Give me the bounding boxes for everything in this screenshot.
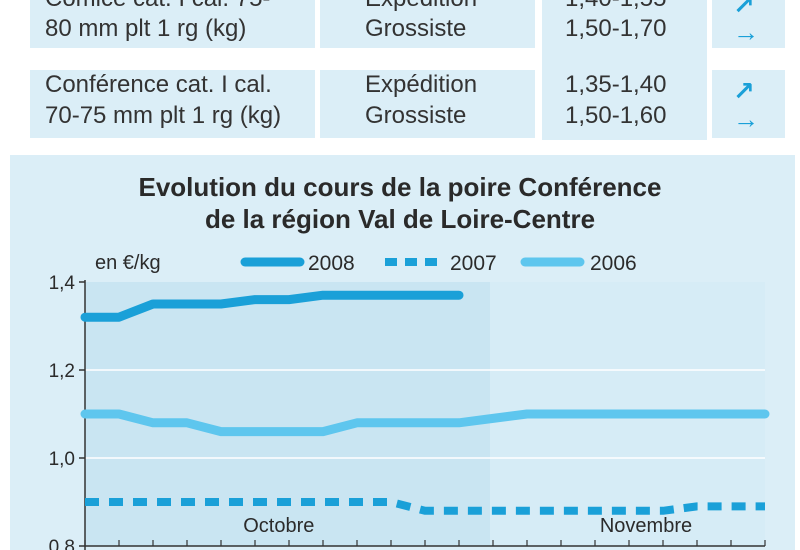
x-month-label: Octobre	[243, 515, 314, 537]
trend-cell	[712, 0, 785, 48]
gridlines	[85, 369, 765, 459]
stage-label: Grossiste	[365, 15, 467, 42]
legend-label-2006: 2006	[590, 252, 637, 275]
trend-flat-icon: →	[733, 17, 759, 47]
legend: 2008 2007 2006	[240, 252, 637, 275]
product-name-line: Conférence cat. I cal.	[45, 71, 272, 98]
product-name-line: Comice cat. I cal. 75-	[45, 0, 270, 14]
price-table: Comice cat. I cal. 75- 80 mm plt 1 rg (k…	[0, 0, 800, 150]
legend-label-2008: 2008	[308, 252, 355, 275]
price-range: 1,35-1,40	[565, 71, 667, 98]
price-range: 1,50-1,60	[565, 102, 667, 129]
legend-label-2007: 2007	[450, 252, 497, 275]
product-name-line: 80 mm plt 1 rg (kg)	[45, 15, 247, 42]
x-month-label: Novembre	[600, 515, 692, 537]
y-tick-label: 1,0	[49, 449, 75, 470]
stage-label: Expédition	[365, 0, 477, 14]
product-cell	[30, 0, 315, 48]
product-name-line: 70-75 mm plt 1 rg (kg)	[45, 102, 282, 129]
y-tick-label: 0,8	[49, 537, 75, 550]
product-cell	[30, 70, 315, 138]
series-lines	[80, 290, 770, 515]
trend-flat-icon: →	[733, 104, 759, 134]
stage-label: Grossiste	[365, 102, 467, 129]
plot-background-october	[85, 282, 490, 546]
stage-cell	[320, 0, 535, 48]
y-tick-label: 1,4	[49, 273, 76, 294]
price-range: 1,40-1,55	[565, 0, 666, 14]
series-line-2007	[85, 498, 765, 515]
stage-label: Expédition	[365, 71, 478, 98]
trend-cell	[712, 70, 785, 138]
chart-title-line-1: Evolution du cours de la poire Conférenc…	[138, 172, 662, 202]
price-cell	[542, 0, 707, 140]
series-line-2006	[80, 409, 770, 437]
y-tick-label: 1,2	[49, 361, 75, 382]
y-unit-label: en €/kg	[95, 252, 161, 274]
series-line-2008	[80, 290, 464, 322]
stage-cell	[320, 70, 535, 138]
trend-up-icon: ↗	[733, 0, 755, 20]
chart-title-line-2: de la région Val de Loire-Centre	[204, 204, 596, 234]
trend-up-icon: ↗	[733, 76, 755, 106]
price-range: 1,50-1,70	[565, 15, 667, 42]
